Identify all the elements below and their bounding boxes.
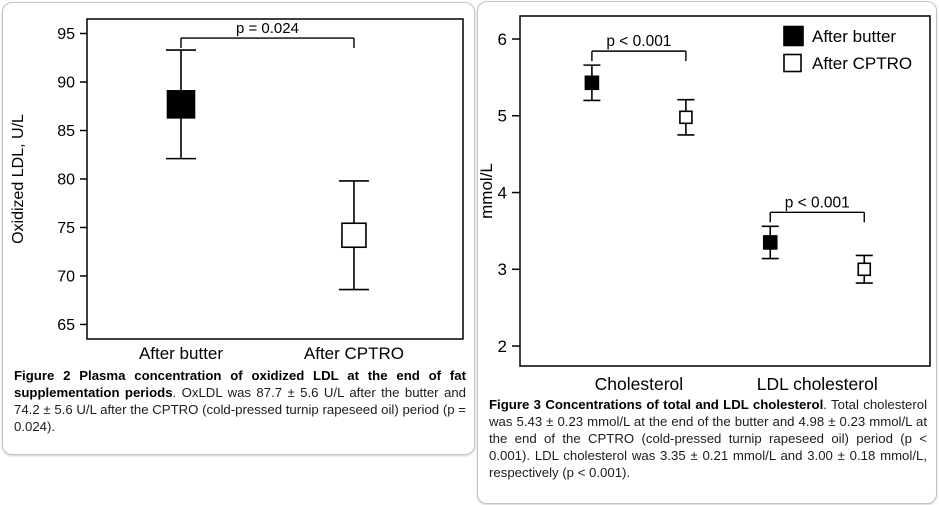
- y-tick-label: 70: [57, 269, 75, 286]
- open-square-marker: [341, 222, 367, 249]
- filled-square-marker: [166, 90, 196, 119]
- x-category-label: After butter: [139, 344, 223, 363]
- filled-square-marker: [762, 235, 778, 250]
- filled-square-marker: [584, 75, 600, 91]
- x-category-label: LDL cholesterol: [757, 374, 878, 394]
- plot-border: [86, 18, 464, 340]
- y-tick-label: 65: [57, 317, 75, 334]
- y-axis-label: Oxidized LDL, U/L: [10, 114, 27, 244]
- p-value-label: p = 0.024: [236, 20, 299, 37]
- x-category-label: After CPTRO: [304, 344, 404, 363]
- figure3-caption-title: Figure 3 Concentrations of total and LDL…: [489, 397, 824, 412]
- legend-label: After CPTRO: [812, 54, 912, 73]
- figure2-caption: Figure 2 Plasma concentration of oxidize…: [14, 367, 466, 435]
- y-tick-label: 90: [57, 75, 75, 92]
- figure2-caption-body: . OxLDL was 87.7 ± 5.6 U/L after the but…: [14, 385, 466, 435]
- figure2-panel: 65 70 75 80 85 90 95 Oxidized LDL, U/L After but…: [2, 2, 475, 455]
- legend-label: After butter: [812, 27, 896, 46]
- y-tick-label: 95: [57, 26, 75, 43]
- legend-filled-square-swatch: [783, 25, 804, 47]
- figure2-caption-title: Figure 2 Plasma concentration of oxidize…: [14, 368, 466, 401]
- open-square-marker: [679, 110, 693, 125]
- y-tick-label: 2: [498, 337, 507, 356]
- p-value-label: p < 0.001: [606, 33, 671, 50]
- open-square-marker: [857, 262, 872, 277]
- y-tick-label: 4: [498, 183, 507, 202]
- y-tick-label: 80: [57, 172, 75, 189]
- p-value-label: p < 0.001: [785, 194, 850, 211]
- figure3-caption: Figure 3 Concentrations of total and LDL…: [489, 396, 927, 481]
- figure2-chart: 65 70 75 80 85 90 95 Oxidized LDL, U/L After but…: [10, 18, 464, 363]
- figure3-panel: 2 3 4 5 6 mmol/L Cholesterol LDL cholesterol p <…: [477, 1, 937, 504]
- plot-border: [519, 15, 931, 367]
- legend-open-square-swatch: [783, 53, 802, 73]
- y-tick-label: 5: [498, 107, 507, 126]
- y-tick-label: 75: [57, 220, 75, 237]
- x-category-label: Cholesterol: [595, 374, 684, 394]
- figure3-caption-body: . Total cholesterol was 5.43 ± 0.23 mmol…: [489, 397, 927, 481]
- y-axis-label: mmol/L: [478, 163, 496, 219]
- y-tick-label: 85: [57, 123, 75, 140]
- y-tick-label: 6: [498, 30, 507, 49]
- y-tick-label: 3: [498, 260, 507, 279]
- figure3-chart: 2 3 4 5 6 mmol/L Cholesterol LDL cholesterol p <…: [478, 15, 931, 394]
